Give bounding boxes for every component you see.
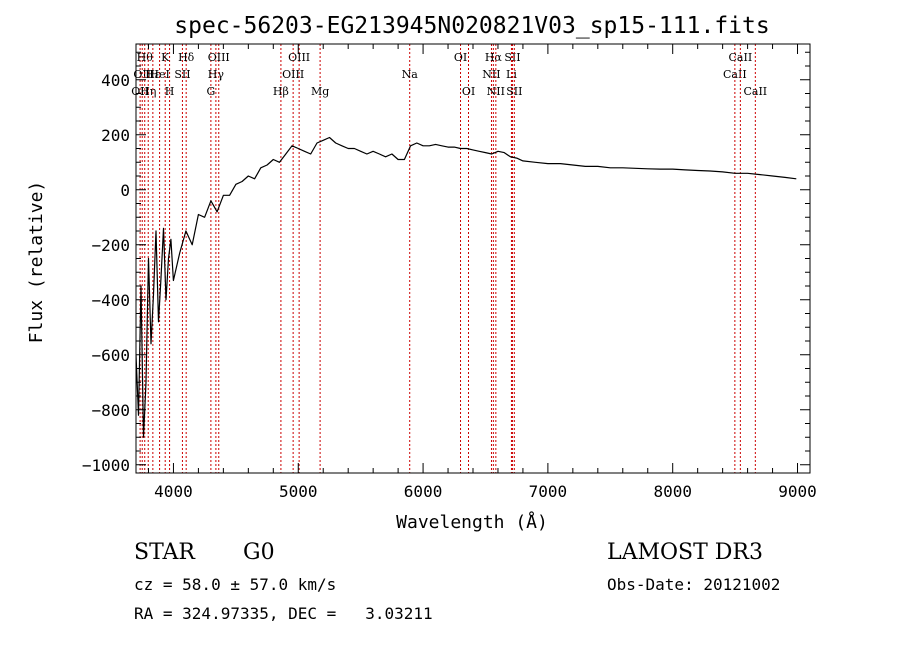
line-marker-label: Hθ bbox=[137, 51, 154, 64]
plot-frame bbox=[135, 43, 811, 474]
chart-title: spec-56203-EG213945N020821V03_sp15-111.f… bbox=[174, 13, 769, 39]
line-marker-label: CaII bbox=[729, 51, 753, 64]
x-tick-label: 5000 bbox=[279, 482, 318, 501]
line-marker-label: H bbox=[165, 85, 175, 98]
line-marker-label: SII bbox=[174, 68, 190, 81]
line-marker-label: HeI bbox=[149, 68, 169, 81]
line-marker-label: Hη bbox=[140, 85, 156, 98]
y-tick-label: 200 bbox=[101, 126, 130, 145]
y-tick-label: −600 bbox=[91, 346, 130, 365]
line-marker-label: SII bbox=[506, 85, 522, 98]
line-marker-label: Hε bbox=[145, 68, 161, 81]
y-axis: −1000 −800 −600 −400 −200 0 200 400 bbox=[82, 51, 810, 475]
x-tick-label: 9000 bbox=[778, 482, 817, 501]
line-marker-label: NII bbox=[482, 68, 500, 81]
x-axis: 4000 5000 6000 7000 8000 9000 bbox=[147, 44, 817, 501]
y-tick-label: −800 bbox=[91, 401, 130, 420]
line-marker-label: Mg bbox=[311, 85, 329, 98]
survey-name: LAMOST DR3 bbox=[607, 540, 763, 565]
object-subclass: G0 bbox=[243, 540, 275, 565]
object-class: STAR bbox=[134, 540, 195, 565]
y-tick-label: −1000 bbox=[82, 456, 130, 475]
line-marker-label: K bbox=[161, 51, 170, 64]
y-tick-label: 0 bbox=[120, 181, 130, 200]
x-tick-label: 4000 bbox=[154, 482, 193, 501]
line-marker-label: Hδ bbox=[178, 51, 195, 64]
x-axis-label: Wavelength (Å) bbox=[396, 511, 548, 533]
line-marker-label: SII bbox=[504, 51, 520, 64]
line-marker-label: Hα bbox=[485, 51, 503, 64]
line-marker-label: OI bbox=[462, 85, 475, 98]
spectrum-line bbox=[136, 136, 797, 438]
y-tick-label: 400 bbox=[101, 71, 130, 90]
redshift-cz: cz = 58.0 ± 57.0 km/s bbox=[134, 575, 337, 594]
x-tick-label: 6000 bbox=[404, 482, 443, 501]
line-marker-label: Hβ bbox=[273, 85, 289, 98]
y-tick-label: −200 bbox=[91, 236, 130, 255]
line-marker-label: OI bbox=[454, 51, 467, 64]
line-marker-label: Na bbox=[402, 68, 419, 81]
coordinates: RA = 324.97335, DEC = 3.03211 bbox=[134, 604, 433, 623]
obs-date: Obs-Date: 20121002 bbox=[607, 575, 781, 594]
line-marker-label: OIII bbox=[288, 51, 310, 64]
line-marker-label: Hγ bbox=[208, 68, 225, 81]
line-marker-label: G bbox=[206, 85, 215, 98]
line-marker-label: OII bbox=[133, 68, 151, 81]
x-tick-label: 8000 bbox=[653, 482, 692, 501]
line-marker-label: Li bbox=[506, 68, 517, 81]
line-marker-label: OIII bbox=[282, 68, 304, 81]
x-tick-label: 7000 bbox=[529, 482, 568, 501]
spectrum-series bbox=[136, 136, 797, 438]
line-markers: OIIOIIHθHηHεHeIKHSIIHδGHγOIIIHβOIIIOIIIM… bbox=[131, 44, 767, 473]
line-marker-label: NII bbox=[487, 85, 505, 98]
line-marker-label: CaII bbox=[723, 68, 747, 81]
line-marker-label: OIII bbox=[208, 51, 230, 64]
y-axis-label: Flux (relative) bbox=[26, 181, 47, 344]
line-marker-label: CaII bbox=[743, 85, 767, 98]
y-tick-label: −400 bbox=[91, 291, 130, 310]
